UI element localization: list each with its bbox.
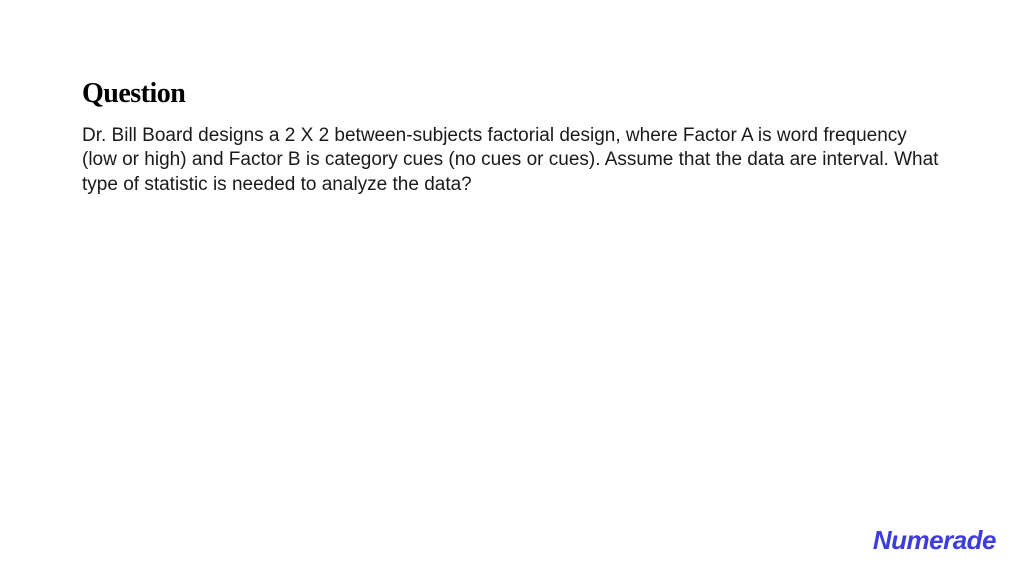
content-area: Question Dr. Bill Board designs a 2 X 2 …	[0, 0, 1024, 197]
question-body: Dr. Bill Board designs a 2 X 2 between-s…	[82, 124, 942, 197]
question-heading: Question	[82, 78, 942, 110]
numerade-logo: Numerade	[873, 525, 996, 556]
